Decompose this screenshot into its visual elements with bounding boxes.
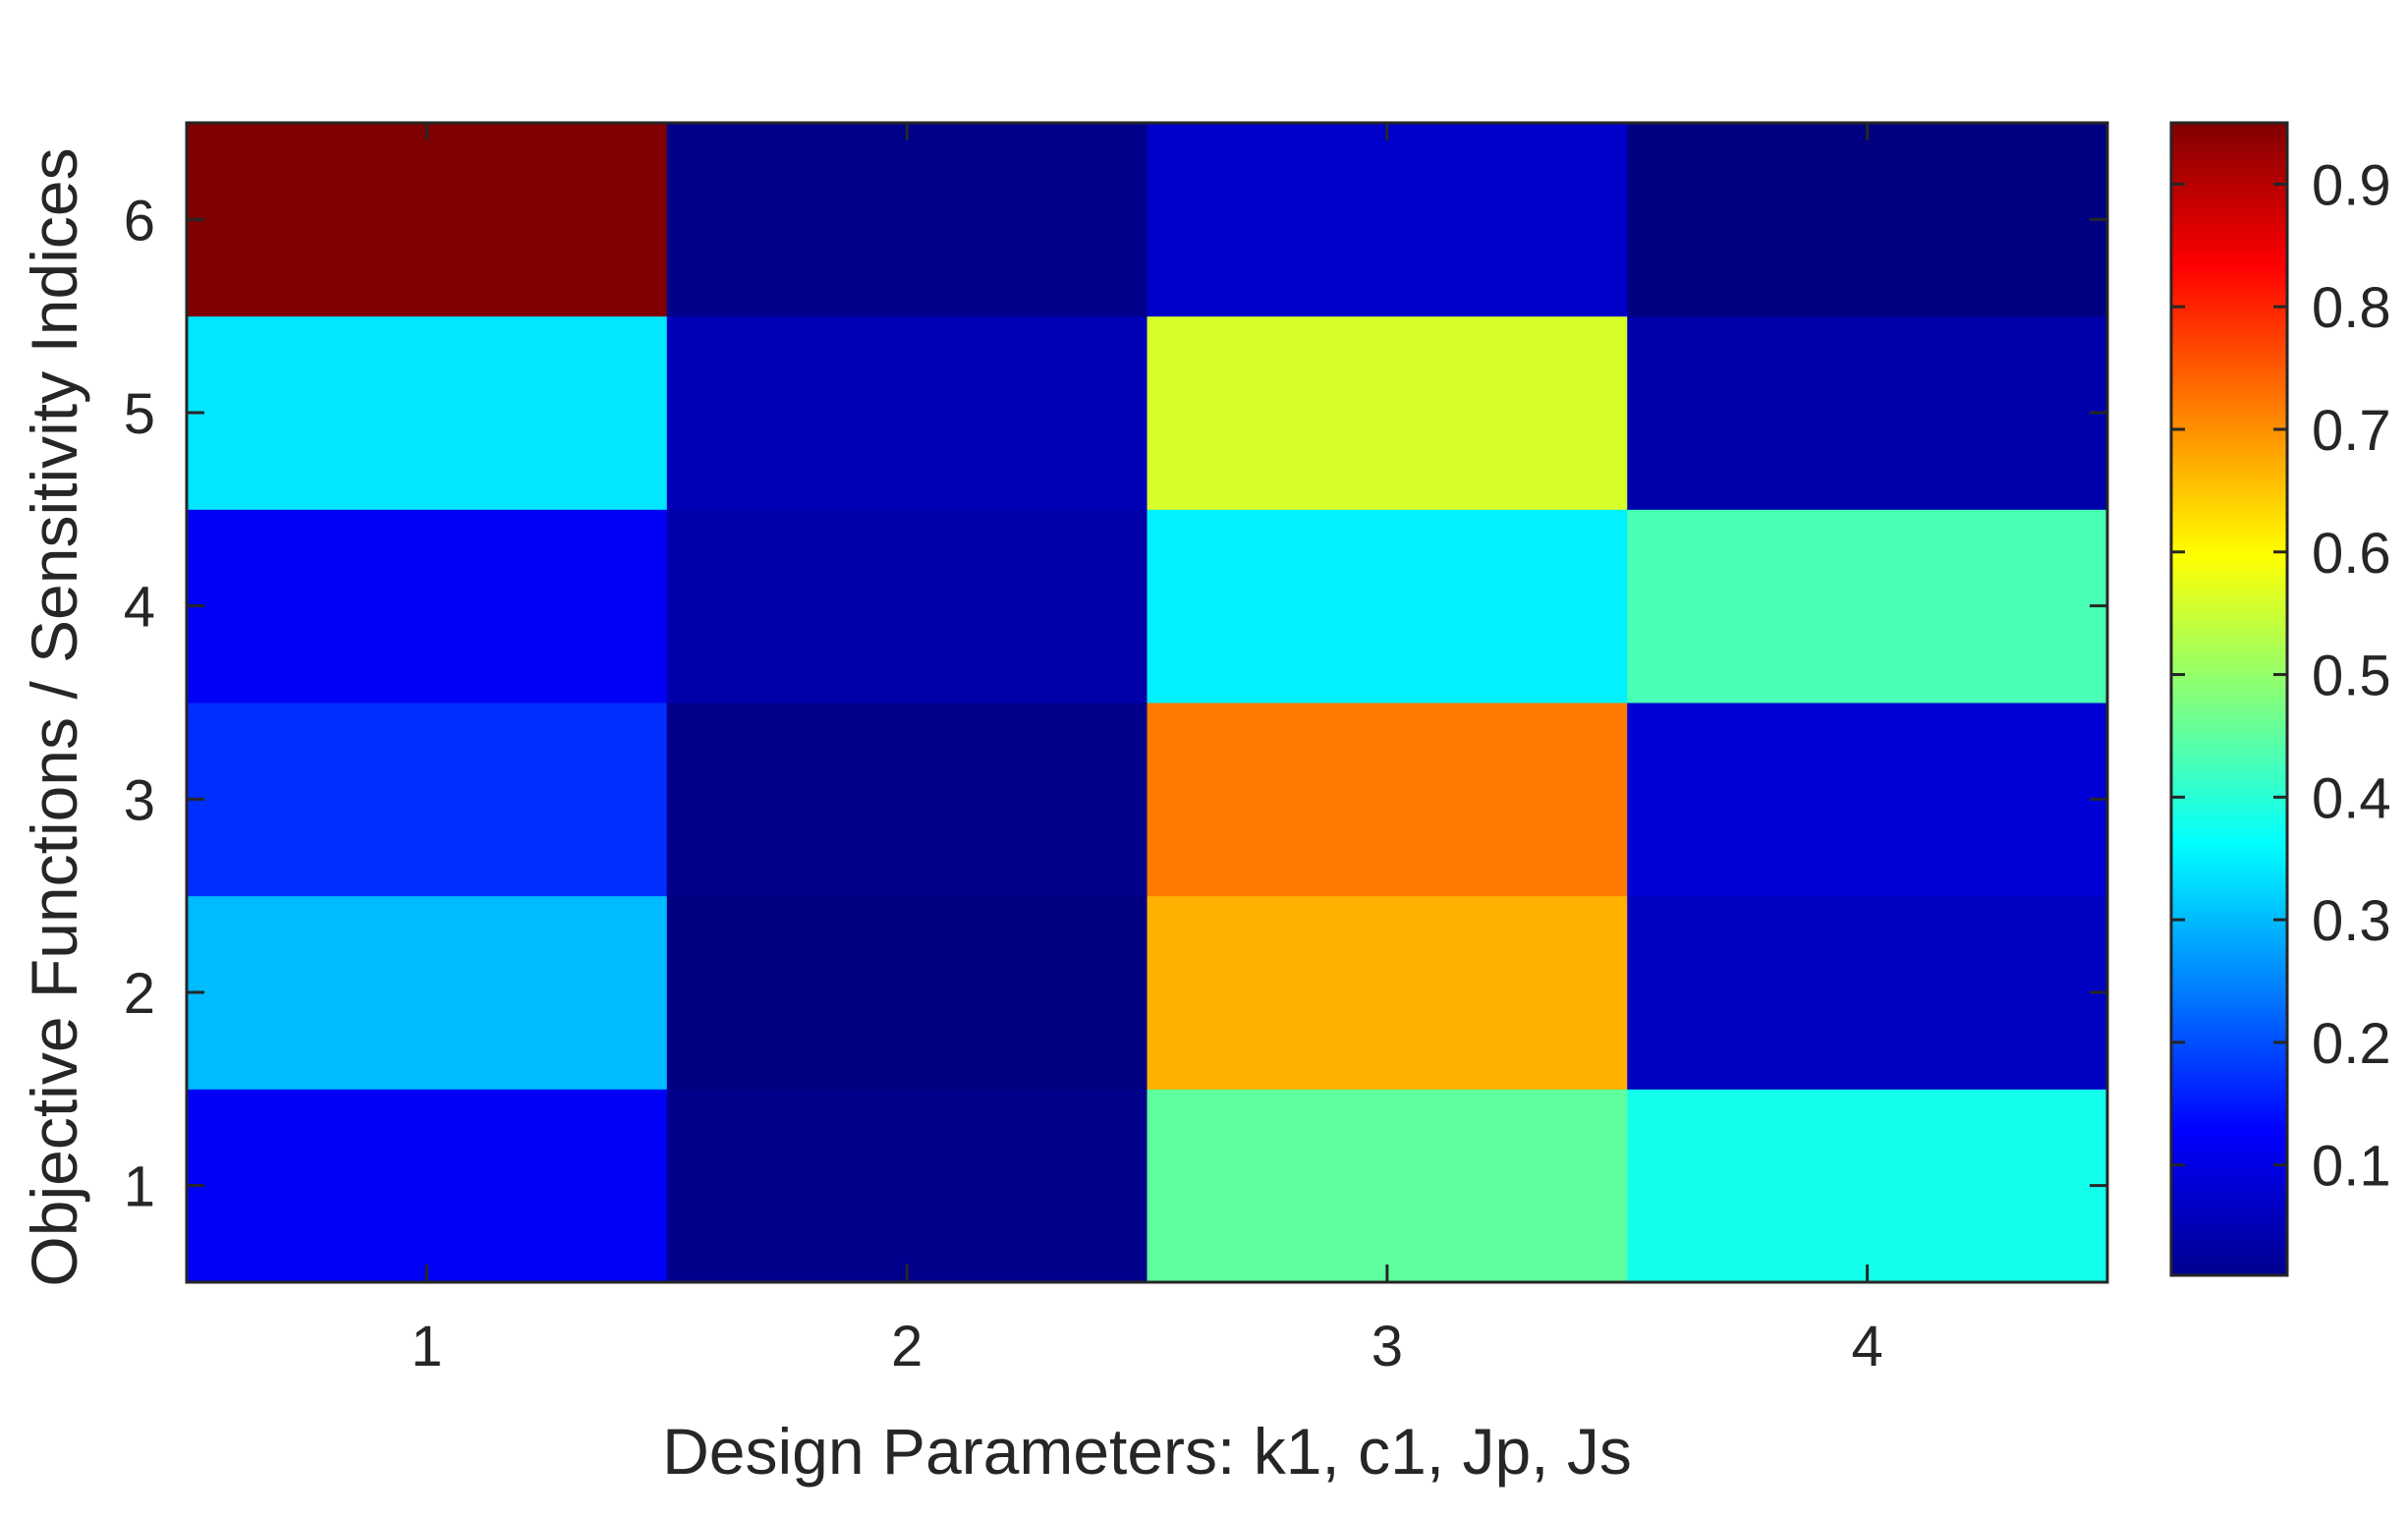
- heatmap-cell-x4-y3: [1627, 703, 2108, 897]
- heatmap-cell-x4-y6: [1627, 123, 2108, 317]
- x-tick-label: 4: [1851, 1315, 1882, 1378]
- y-tick-label: 4: [124, 576, 155, 640]
- heatmap-cell-x2-y2: [666, 895, 1148, 1090]
- y-tick-label: 2: [124, 962, 155, 1026]
- heatmap-cell-x1-y5: [187, 315, 668, 510]
- heatmap-cell-x1-y4: [187, 509, 668, 703]
- heatmap-cell-x1-y6: [187, 123, 668, 317]
- heatmap-cell-x3-y4: [1147, 509, 1628, 703]
- colorbar-tick-label: 0.5: [2312, 645, 2391, 708]
- x-axis-label: Design Parameters: k1, c1, Jp, Js: [662, 1415, 1632, 1488]
- y-tick-label: 6: [124, 189, 155, 253]
- heatmap-cell-x3-y5: [1147, 315, 1628, 510]
- y-tick-label: 1: [124, 1155, 155, 1219]
- plot-frame: [185, 121, 2109, 1284]
- heatmap-cell-x3-y2: [1147, 895, 1628, 1090]
- colorbar-gradient: [2171, 123, 2287, 1275]
- heatmap-cell-x4-y1: [1627, 1089, 2108, 1283]
- colorbar-tick-label: 0.3: [2312, 889, 2391, 953]
- colorbar: 0.1 0.2 0.3 0.4 0.5 0.6 0.7 0.8 0.9: [2169, 121, 2391, 1277]
- heatmap-cell-x1-y1: [187, 1089, 668, 1283]
- colorbar-tick-label: 0.7: [2312, 399, 2391, 463]
- heatmap-cell-x4-y4: [1627, 509, 2108, 703]
- colorbar-tick-label: 0.6: [2312, 522, 2391, 586]
- heatmap-cell-x3-y3: [1147, 703, 1628, 897]
- heatmap-cell-x2-y3: [666, 703, 1148, 897]
- colorbar-tick-label: 0.1: [2312, 1135, 2391, 1199]
- y-tick-label: 5: [124, 382, 155, 446]
- colorbar-frame: [2169, 121, 2289, 1277]
- colorbar-tick-label: 0.4: [2312, 766, 2391, 830]
- heatmap-cell-x2-y1: [666, 1089, 1148, 1283]
- y-tick-label: 3: [124, 768, 155, 832]
- colorbar-tick-label: 0.9: [2312, 153, 2391, 217]
- heatmap-cells: [187, 123, 2108, 1283]
- heatmap-cell-x2-y5: [666, 315, 1148, 510]
- y-axis-ticks: 1 2 3 4 5 6: [124, 189, 2107, 1219]
- y-axis-label: Objective Functions / Sensitivity Indice…: [18, 147, 90, 1286]
- x-tick-label: 3: [1372, 1315, 1403, 1378]
- heatmap-cell-x2-y6: [666, 123, 1148, 317]
- heatmap-cell-x3-y1: [1147, 1089, 1628, 1283]
- x-axis-ticks: 1 2 3 4: [411, 123, 1883, 1378]
- x-tick-label: 1: [411, 1315, 442, 1378]
- plot-area: 1 2 3 4 1 2 3 4 5 6: [124, 121, 2109, 1378]
- colorbar-ticks: 0.1 0.2 0.3 0.4 0.5 0.6 0.7 0.8 0.9: [2171, 153, 2391, 1199]
- colorbar-tick-label: 0.8: [2312, 276, 2391, 340]
- x-tick-label: 2: [891, 1315, 923, 1378]
- heatmap-cell-x1-y3: [187, 703, 668, 897]
- colorbar-tick-label: 0.2: [2312, 1012, 2391, 1076]
- heatmap-cell-x3-y6: [1147, 123, 1628, 317]
- heatmap-cell-x2-y4: [666, 509, 1148, 703]
- heatmap-cell-x4-y2: [1627, 895, 2108, 1090]
- heatmap-cell-x1-y2: [187, 895, 668, 1090]
- heatmap-cell-x4-y5: [1627, 315, 2108, 510]
